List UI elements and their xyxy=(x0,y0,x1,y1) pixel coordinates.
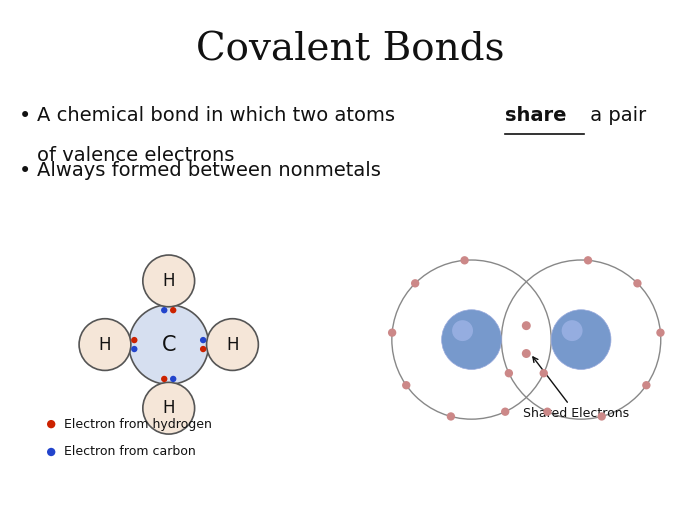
Text: Covalent Bonds: Covalent Bonds xyxy=(196,31,504,68)
Circle shape xyxy=(161,307,167,313)
Circle shape xyxy=(642,381,650,390)
Text: Electron from hydrogen: Electron from hydrogen xyxy=(64,418,212,430)
Text: H: H xyxy=(162,399,175,417)
Text: •: • xyxy=(20,106,32,126)
Circle shape xyxy=(131,346,137,352)
Circle shape xyxy=(522,321,531,330)
Circle shape xyxy=(131,337,137,343)
Text: •: • xyxy=(20,161,32,181)
Circle shape xyxy=(561,320,582,341)
Circle shape xyxy=(543,407,552,416)
Text: a pair: a pair xyxy=(584,106,647,125)
Circle shape xyxy=(129,305,209,384)
Circle shape xyxy=(143,255,195,307)
Circle shape xyxy=(79,319,131,371)
Circle shape xyxy=(540,369,548,377)
Circle shape xyxy=(505,369,513,377)
Text: H: H xyxy=(162,272,175,290)
Text: H: H xyxy=(99,335,111,353)
Circle shape xyxy=(598,412,606,421)
Text: C: C xyxy=(162,334,176,354)
Circle shape xyxy=(442,310,501,370)
Circle shape xyxy=(47,420,55,428)
Text: Electron from carbon: Electron from carbon xyxy=(64,446,196,458)
Circle shape xyxy=(452,320,473,341)
Circle shape xyxy=(206,319,258,371)
Circle shape xyxy=(461,256,469,265)
Circle shape xyxy=(551,310,611,370)
Text: share: share xyxy=(505,106,567,125)
Circle shape xyxy=(47,448,55,456)
Text: A chemical bond in which two atoms: A chemical bond in which two atoms xyxy=(37,106,402,125)
Circle shape xyxy=(161,376,167,382)
Circle shape xyxy=(170,307,176,313)
Text: Shared Electrons: Shared Electrons xyxy=(523,357,629,420)
Circle shape xyxy=(170,376,176,382)
Text: Always formed between nonmetals: Always formed between nonmetals xyxy=(37,161,381,180)
Circle shape xyxy=(657,329,664,337)
Circle shape xyxy=(447,412,455,421)
Circle shape xyxy=(584,256,592,265)
Text: H: H xyxy=(226,335,239,353)
Circle shape xyxy=(388,329,396,337)
Circle shape xyxy=(402,381,410,390)
Circle shape xyxy=(501,407,510,416)
Circle shape xyxy=(634,279,642,288)
Circle shape xyxy=(143,382,195,434)
Circle shape xyxy=(522,349,531,358)
Text: of valence electrons: of valence electrons xyxy=(37,145,235,165)
Circle shape xyxy=(200,346,206,352)
Circle shape xyxy=(411,279,419,288)
Circle shape xyxy=(200,337,206,343)
